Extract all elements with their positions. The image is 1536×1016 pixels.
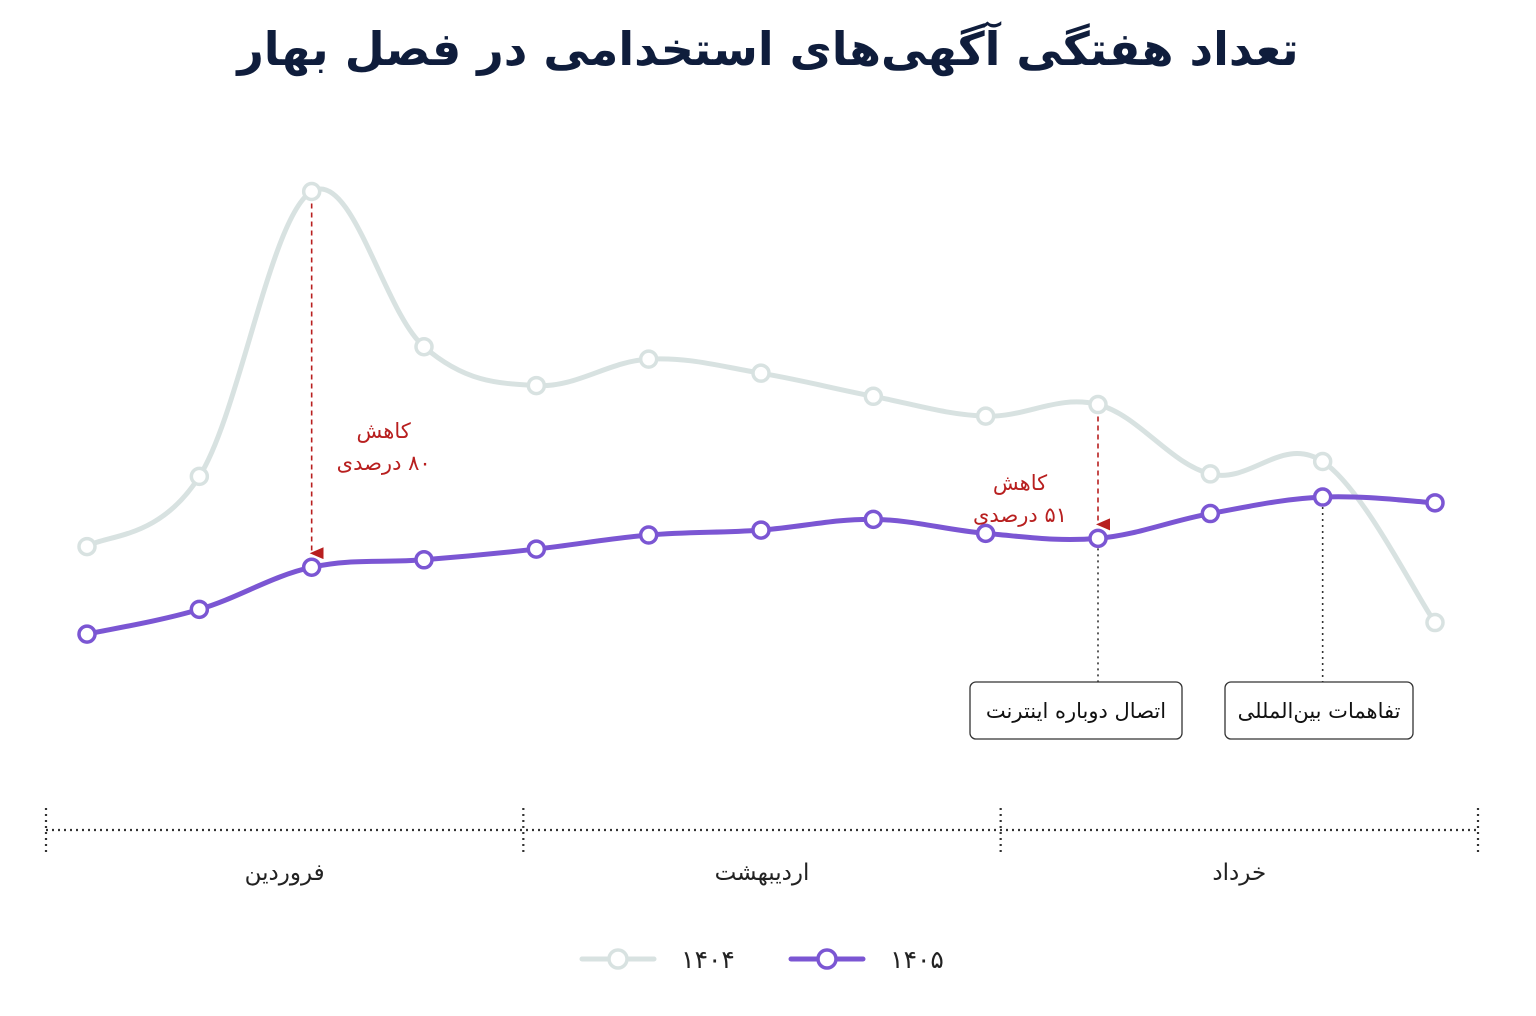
data-point	[638, 525, 659, 545]
annotation-label: کاهش	[993, 471, 1047, 495]
legend-swatch-marker	[816, 948, 838, 970]
data-point	[863, 509, 884, 530]
data-point	[975, 523, 996, 544]
data-point	[189, 466, 210, 487]
month-axis: فروردین اردیبهشت خرداد	[44, 808, 1480, 886]
chart-title: تعداد هفتگی آگهی‌های استخدامی در فصل بها…	[237, 22, 1299, 76]
legend-swatch-marker	[607, 948, 629, 970]
event-box	[1224, 681, 1414, 740]
series-line	[84, 186, 1438, 626]
data-point	[301, 557, 322, 577]
event-label: اتصال دوباره اینترنت	[986, 699, 1166, 723]
data-point	[189, 599, 210, 620]
data-point	[751, 363, 771, 383]
event-label: تفاهمات بین‌المللی	[1238, 699, 1401, 723]
month-label: اردیبهشت	[715, 860, 810, 886]
data-point	[1312, 451, 1333, 472]
event-box	[969, 681, 1183, 740]
data-point	[863, 386, 884, 407]
series-layer	[77, 181, 1445, 644]
data-point	[77, 624, 97, 644]
data-point	[526, 539, 547, 559]
data-point	[1312, 487, 1333, 507]
data-point	[638, 349, 659, 369]
series-1404	[77, 181, 1445, 633]
data-point	[751, 520, 771, 540]
data-point	[1200, 464, 1221, 484]
data-point	[526, 375, 547, 396]
legend: ۱۴۰۴ ۱۴۰۵	[579, 945, 944, 974]
data-point	[77, 536, 97, 557]
series-line	[84, 494, 1438, 637]
data-point	[1200, 503, 1221, 524]
data-point	[301, 181, 322, 202]
legend-label: ۱۴۰۵	[890, 945, 944, 974]
data-point	[414, 550, 434, 570]
series-1405	[77, 487, 1445, 644]
data-point	[414, 337, 434, 357]
data-point	[975, 406, 996, 426]
annotation-sub: ۵۱ درصدی	[973, 503, 1067, 527]
annotation-label: کاهش	[357, 419, 411, 443]
data-point	[1425, 612, 1445, 633]
legend-item-1404: ۱۴۰۴	[579, 945, 735, 974]
annotation-layer: کاهش ۸۰ درصدی کاهش ۵۱ درصدی اتصال دوباره این…	[309, 203, 1414, 740]
month-label: فروردین	[245, 860, 325, 886]
legend-item-1405: ۱۴۰۵	[788, 945, 944, 974]
data-point	[1425, 493, 1445, 513]
data-point	[1088, 528, 1108, 549]
month-label: خرداد	[1212, 860, 1266, 886]
legend-label: ۱۴۰۴	[681, 945, 735, 974]
annotation-sub: ۸۰ درصدی	[337, 451, 431, 475]
data-point	[1088, 394, 1108, 415]
